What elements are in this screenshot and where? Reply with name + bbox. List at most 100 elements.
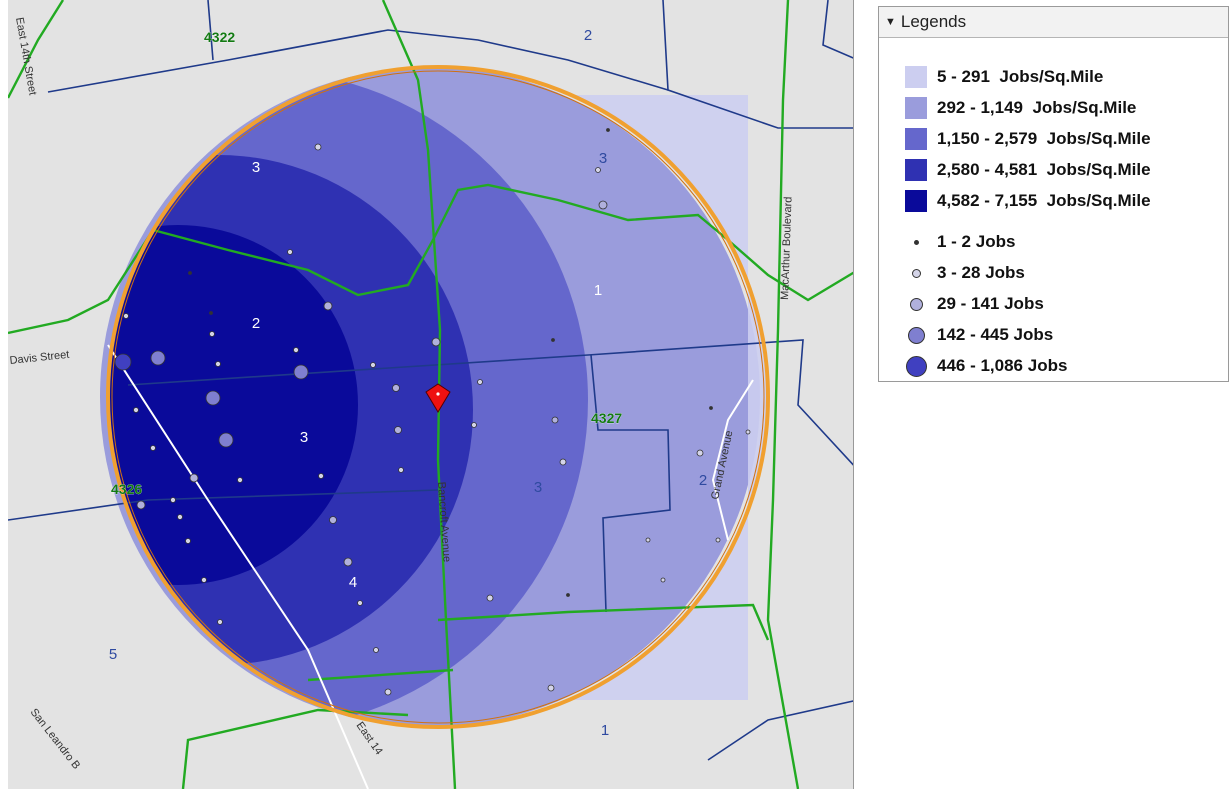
tract-line bbox=[127, 339, 853, 466]
legend-swatch bbox=[905, 66, 927, 88]
job-point bbox=[370, 362, 376, 368]
location-pin-dot bbox=[436, 392, 440, 396]
street-label: Davis Street bbox=[9, 349, 70, 367]
street-line bbox=[711, 379, 754, 541]
location-pin-icon[interactable] bbox=[425, 383, 451, 413]
job-point bbox=[133, 407, 139, 413]
tract-line bbox=[662, 0, 853, 129]
buffer-ring bbox=[106, 65, 770, 729]
job-point bbox=[114, 353, 132, 371]
zone-label: 2 bbox=[699, 472, 707, 489]
tract-line bbox=[590, 354, 671, 613]
job-point bbox=[745, 429, 751, 435]
job-point bbox=[696, 449, 704, 457]
job-point bbox=[595, 167, 601, 173]
tract-line bbox=[47, 29, 669, 93]
tract-line bbox=[207, 0, 214, 61]
legend-label: 2,580 - 4,581 Jobs/Sq.Mile bbox=[937, 160, 1151, 179]
job-density-map[interactable]: 2 3 3 1 2 3 3 2 3 4 5 1 4322 4327 4326 E… bbox=[8, 0, 854, 789]
job-point bbox=[205, 390, 221, 406]
zone-label: 2 bbox=[252, 315, 260, 332]
job-point bbox=[189, 473, 199, 483]
job-point bbox=[343, 557, 353, 567]
legend-panel: ▼ Legends 5 - 291 Jobs/Sq.Mile 292 - 1,14… bbox=[878, 6, 1229, 382]
zone-label: 3 bbox=[599, 150, 607, 167]
tract-label: 4322 bbox=[204, 29, 235, 45]
zone-label: 5 bbox=[109, 646, 117, 663]
legend-swatch bbox=[905, 159, 927, 181]
street-label: East 14th Street bbox=[13, 16, 39, 96]
legend-dot-cell bbox=[905, 353, 927, 379]
highways bbox=[8, 0, 853, 789]
legend-header[interactable]: ▼ Legends bbox=[879, 7, 1228, 38]
job-point bbox=[645, 537, 651, 543]
legend-point-symbol bbox=[911, 268, 921, 278]
legend-point-item: 446 - 1,086 Jobs bbox=[879, 353, 1067, 379]
legend-density-item: 4,582 - 7,155 Jobs/Sq.Mile bbox=[879, 188, 1151, 214]
job-point bbox=[392, 384, 400, 392]
job-point bbox=[486, 594, 494, 602]
job-point bbox=[318, 473, 324, 479]
buffer-ring-inner bbox=[111, 70, 765, 724]
street-label: Bancroft Avenue bbox=[435, 481, 453, 562]
legend-title: Legends bbox=[900, 12, 967, 31]
map-canvas: 2 3 3 1 2 3 3 2 3 4 5 1 4322 4327 4326 E… bbox=[8, 0, 853, 789]
job-point bbox=[215, 361, 221, 367]
legend-dot-cell bbox=[905, 322, 927, 348]
zone-labels: 2 3 3 1 2 3 3 2 3 4 5 1 bbox=[109, 27, 707, 739]
legend-swatch bbox=[905, 97, 927, 119]
legend-dot-cell bbox=[905, 229, 927, 255]
tract-labels: 4322 4327 4326 bbox=[111, 29, 623, 497]
density-band-lowest bbox=[568, 95, 767, 700]
job-point bbox=[606, 128, 610, 132]
tract-line bbox=[822, 0, 853, 59]
legend-density-item: 5 - 291 Jobs/Sq.Mile bbox=[879, 64, 1103, 90]
legend-point-symbol bbox=[907, 326, 925, 344]
collapse-triangle-icon[interactable]: ▼ bbox=[885, 16, 896, 28]
zone-label: 2 bbox=[584, 27, 592, 44]
streets bbox=[107, 344, 754, 789]
street-label: San Leandro B bbox=[28, 706, 83, 771]
job-point bbox=[150, 350, 166, 366]
job-point bbox=[373, 647, 379, 653]
legend-swatch bbox=[905, 128, 927, 150]
zone-label: 3 bbox=[252, 159, 260, 176]
tract-label: 4327 bbox=[591, 410, 622, 426]
legend-label: 29 - 141 Jobs bbox=[937, 294, 1044, 313]
legend-density-item: 1,150 - 2,579 Jobs/Sq.Mile bbox=[879, 126, 1151, 152]
job-point bbox=[559, 458, 567, 466]
street-label: East 14 bbox=[354, 720, 385, 757]
job-point bbox=[329, 516, 337, 524]
zone-label: 4 bbox=[349, 574, 357, 591]
job-point bbox=[566, 593, 570, 597]
job-point bbox=[551, 338, 555, 342]
highway-line bbox=[181, 708, 409, 789]
job-point bbox=[177, 514, 183, 520]
job-point bbox=[136, 500, 146, 510]
job-point bbox=[293, 364, 309, 380]
legend-density-item: 292 - 1,149 Jobs/Sq.Mile bbox=[879, 95, 1136, 121]
legend-label: 1 - 2 Jobs bbox=[937, 232, 1016, 251]
job-point bbox=[185, 538, 191, 544]
legend-point-item: 3 - 28 Jobs bbox=[879, 260, 1025, 286]
density-zones bbox=[100, 67, 767, 727]
tract-line bbox=[707, 700, 853, 761]
legend-label: 3 - 28 Jobs bbox=[937, 263, 1025, 282]
job-point bbox=[209, 331, 215, 337]
job-point bbox=[293, 347, 299, 353]
legend-point-symbol bbox=[905, 355, 927, 377]
job-point bbox=[394, 426, 402, 434]
legend-point-symbol bbox=[909, 297, 923, 311]
job-point bbox=[314, 143, 322, 151]
job-point bbox=[188, 271, 192, 275]
legend-point-symbol bbox=[913, 239, 919, 245]
tract-boundaries bbox=[8, 0, 853, 761]
highway-line bbox=[307, 668, 454, 682]
tract-line bbox=[8, 489, 439, 521]
highway-line bbox=[8, 0, 65, 99]
job-points bbox=[114, 128, 751, 696]
legend-label: 292 - 1,149 Jobs/Sq.Mile bbox=[937, 98, 1137, 117]
job-point bbox=[323, 301, 333, 311]
job-point bbox=[201, 577, 207, 583]
job-point bbox=[547, 684, 555, 692]
